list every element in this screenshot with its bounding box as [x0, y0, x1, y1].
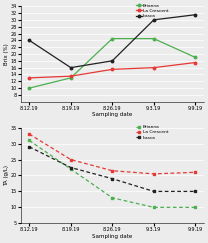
La Crescent — [28, 77, 31, 79]
Brianna — [194, 206, 197, 209]
Legend: Brianna, La Crescent, Itasca: Brianna, La Crescent, Itasca — [136, 4, 169, 18]
Brianna — [194, 56, 197, 59]
Brianna — [152, 206, 155, 209]
Line: Brianna: Brianna — [28, 139, 197, 208]
La Crescent — [152, 173, 155, 175]
La Crescent — [28, 133, 31, 136]
La Crescent — [111, 169, 114, 172]
Y-axis label: Brix (%): Brix (%) — [4, 43, 9, 65]
Itasca — [28, 39, 31, 42]
Itasca — [111, 177, 114, 180]
La Crescent — [69, 75, 72, 78]
Legend: Brianna, La Crescent, Itasca: Brianna, La Crescent, Itasca — [136, 125, 169, 140]
Brianna — [111, 37, 114, 40]
Brianna — [28, 139, 31, 142]
Itasca — [194, 190, 197, 193]
Brianna — [28, 87, 31, 90]
La Crescent — [194, 171, 197, 174]
Y-axis label: TA (g/L): TA (g/L) — [4, 165, 9, 186]
X-axis label: Sampling date: Sampling date — [92, 234, 132, 239]
Itasca — [69, 166, 72, 169]
Itasca — [69, 66, 72, 69]
Line: Itasca: Itasca — [28, 13, 197, 69]
La Crescent — [152, 66, 155, 69]
Brianna — [69, 77, 72, 79]
Line: Brianna: Brianna — [28, 37, 197, 89]
Line: La Crescent: La Crescent — [28, 61, 197, 79]
La Crescent — [69, 158, 72, 161]
Itasca — [194, 13, 197, 16]
Itasca — [28, 145, 31, 148]
Itasca — [152, 18, 155, 21]
Brianna — [152, 37, 155, 40]
Itasca — [152, 190, 155, 193]
Itasca — [111, 59, 114, 62]
Brianna — [111, 196, 114, 199]
La Crescent — [194, 61, 197, 64]
Brianna — [69, 168, 72, 171]
X-axis label: Sampling date: Sampling date — [92, 112, 132, 117]
La Crescent — [111, 68, 114, 71]
Line: Itasca: Itasca — [28, 146, 197, 193]
Line: La Crescent: La Crescent — [28, 133, 197, 175]
